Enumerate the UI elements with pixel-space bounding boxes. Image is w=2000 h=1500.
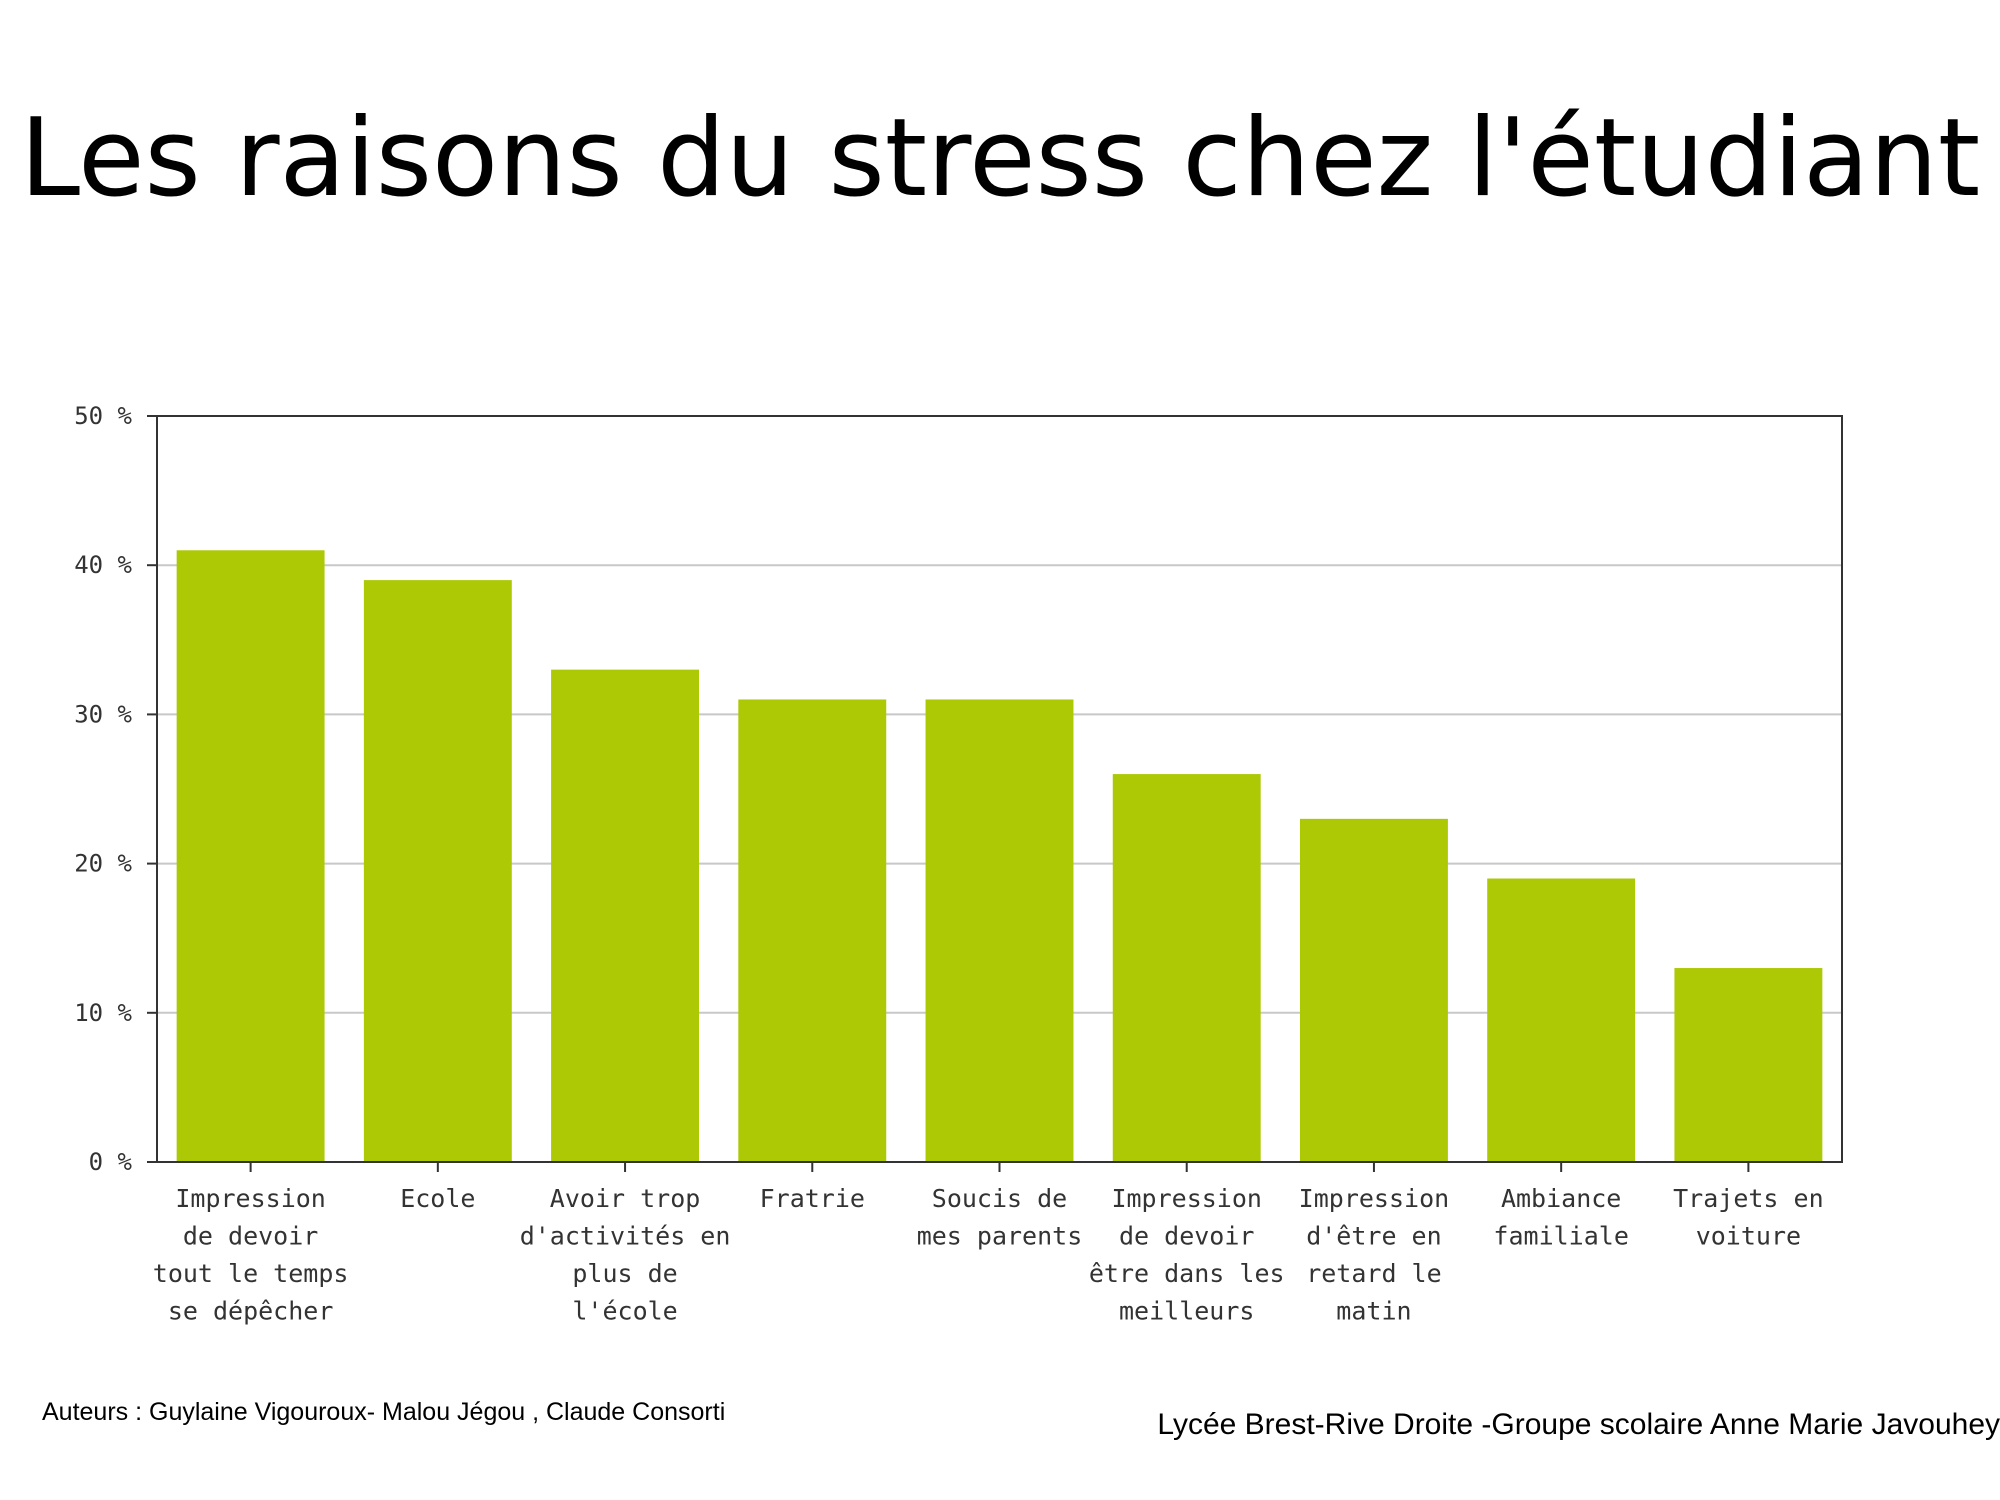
x-category-label-line: Soucis de bbox=[932, 1184, 1067, 1213]
x-category-label-line: matin bbox=[1336, 1297, 1411, 1326]
x-category-label-line: Fratrie bbox=[760, 1184, 865, 1213]
x-category-label: Ecole bbox=[400, 1184, 475, 1213]
x-category-label: Trajets en voiture bbox=[1673, 1184, 1824, 1251]
bar bbox=[1674, 968, 1823, 1162]
bars bbox=[176, 550, 1823, 1162]
x-category-label-line: de devoir bbox=[183, 1222, 318, 1251]
y-tick-label: 0 % bbox=[89, 1148, 133, 1176]
x-category-label-line: familiale bbox=[1493, 1222, 1628, 1251]
x-category-label-line: de devoir bbox=[1119, 1222, 1254, 1251]
x-category-label-line: mes parents bbox=[917, 1222, 1083, 1251]
x-category-label-line: l'école bbox=[572, 1297, 677, 1326]
x-category-label: Impression de devoir être dans les meilleur… bbox=[1089, 1184, 1285, 1326]
y-tick-label: 40 % bbox=[74, 551, 132, 579]
x-category-label-line: plus de bbox=[572, 1259, 677, 1288]
bar bbox=[363, 580, 512, 1162]
x-category-labels: Impression de devoir tout le temps se dépêc… bbox=[153, 1184, 1824, 1326]
axes bbox=[147, 415, 1843, 1172]
x-category-label-line: Trajets en bbox=[1673, 1184, 1824, 1213]
footer-school: Lycée Brest-Rive Droite -Groupe scolaire… bbox=[1157, 1408, 2000, 1441]
x-category-label-line: tout le temps bbox=[153, 1259, 349, 1288]
y-tick-label: 10 % bbox=[74, 999, 132, 1027]
x-category-label-line: être dans les bbox=[1089, 1259, 1285, 1288]
x-category-label: Ambiance familiale bbox=[1493, 1184, 1628, 1251]
x-category-label-line: se dépêcher bbox=[168, 1297, 334, 1326]
x-category-label-line: voiture bbox=[1696, 1222, 1801, 1251]
x-category-label: Impression de devoir tout le temps se dépêc… bbox=[153, 1184, 349, 1326]
x-category-label-line: Impression bbox=[1111, 1184, 1262, 1213]
x-category-label-line: Avoir trop bbox=[550, 1184, 701, 1213]
x-category-label: Avoir trop d'activités en plus de l'école bbox=[520, 1184, 731, 1326]
x-category-label-line: retard le bbox=[1306, 1259, 1441, 1288]
x-category-label: Soucis de mes parents bbox=[917, 1184, 1083, 1251]
x-category-label-line: d'être en bbox=[1306, 1222, 1441, 1251]
y-tick-label: 30 % bbox=[74, 700, 132, 728]
x-category-label: Fratrie bbox=[760, 1184, 865, 1213]
y-tick-labels: 0 % 10 % 20 % 30 % 40 % 50 % bbox=[74, 402, 132, 1176]
bar bbox=[925, 699, 1074, 1162]
slide-title: Les raisons du stress chez l'étudiant bbox=[19, 96, 1981, 221]
x-category-label-line: Impression bbox=[1299, 1184, 1450, 1213]
x-category-label: Impression d'être en retard le matin bbox=[1299, 1184, 1450, 1326]
x-category-label-line: Impression bbox=[175, 1184, 326, 1213]
bar bbox=[1112, 774, 1261, 1162]
x-category-label-line: d'activités en bbox=[520, 1222, 731, 1251]
x-category-label-line: Ambiance bbox=[1501, 1184, 1621, 1213]
y-tick-label: 50 % bbox=[74, 402, 132, 430]
bar bbox=[1487, 878, 1636, 1162]
bar bbox=[1299, 818, 1448, 1162]
y-tick-label: 20 % bbox=[74, 850, 132, 878]
plot-frame bbox=[156, 415, 1843, 1163]
bar bbox=[176, 550, 325, 1162]
bar bbox=[738, 699, 887, 1162]
bar bbox=[551, 669, 700, 1162]
footer-authors: Auteurs : Guylaine Vigouroux- Malou Jégo… bbox=[42, 1398, 726, 1426]
x-category-label-line: Ecole bbox=[400, 1184, 475, 1213]
x-category-label-line: meilleurs bbox=[1119, 1297, 1254, 1326]
